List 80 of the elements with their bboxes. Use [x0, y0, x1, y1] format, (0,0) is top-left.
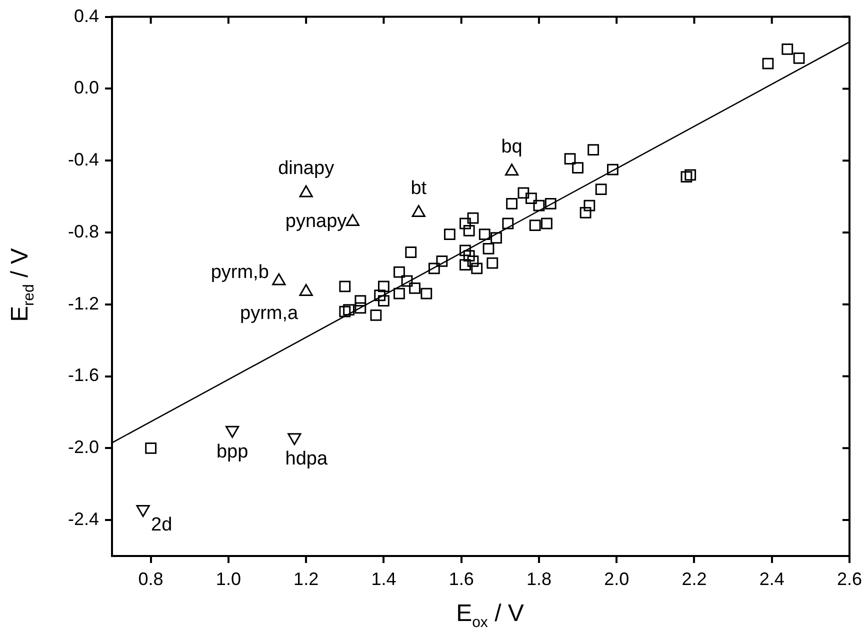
point — [463, 250, 475, 262]
point — [374, 290, 386, 302]
point — [378, 295, 390, 306]
x-axis-title: E$_{ox}$ / V — [455, 600, 525, 631]
x-tick-label: 0.8 — [138, 568, 164, 589]
annotation: bq — [501, 136, 522, 158]
point — [460, 259, 471, 271]
point — [544, 198, 556, 210]
point — [482, 242, 494, 254]
annotation: 2d — [151, 514, 172, 536]
point — [478, 228, 490, 240]
point — [529, 220, 541, 231]
point — [460, 218, 471, 230]
x-tick-label: 2.2 — [682, 568, 707, 589]
point — [463, 224, 475, 236]
y-tick-label: -2.4 — [68, 509, 99, 530]
point — [584, 200, 596, 212]
point — [533, 200, 545, 212]
y-tick-label: -1.6 — [68, 365, 99, 386]
annotation: pyrm,a — [240, 303, 298, 324]
point — [467, 256, 479, 267]
point — [526, 192, 537, 204]
point — [595, 184, 607, 196]
point — [354, 302, 366, 314]
y-tick-label: -0.4 — [68, 150, 99, 170]
x-tick-label: 2.4 — [759, 568, 784, 589]
point — [339, 280, 351, 292]
point — [588, 144, 600, 156]
point — [607, 164, 618, 176]
point — [394, 288, 405, 300]
point — [486, 257, 498, 269]
point — [518, 187, 530, 199]
x-tick-label: 1.6 — [448, 568, 474, 589]
point — [354, 295, 366, 306]
point — [680, 171, 692, 182]
point — [145, 442, 157, 454]
point — [420, 288, 432, 300]
annotation: hdpa — [285, 448, 328, 470]
point — [226, 426, 240, 438]
point — [370, 309, 382, 321]
point — [793, 52, 805, 64]
point — [405, 246, 417, 258]
point — [436, 256, 448, 267]
x-tick-label: 1.8 — [526, 568, 552, 589]
point — [541, 218, 552, 230]
annotation: bpp — [216, 441, 248, 462]
x-tick-label: 2.6 — [836, 568, 862, 589]
point — [580, 207, 592, 218]
x-tick-label: 2.0 — [604, 568, 630, 589]
point — [502, 218, 514, 230]
point — [394, 266, 405, 278]
y-tick-label: -0.8 — [68, 221, 99, 242]
point — [762, 58, 774, 70]
point — [378, 280, 390, 292]
y-tick-label: -2.0 — [68, 437, 99, 458]
point — [401, 275, 413, 287]
point — [409, 282, 420, 294]
annotation: pyrm,b — [210, 262, 269, 284]
x-tick-label: 1.0 — [216, 568, 241, 589]
x-tick-label: 1.4 — [371, 568, 396, 589]
point — [444, 228, 456, 240]
x-tick-label: 1.2 — [294, 568, 319, 589]
point — [460, 244, 471, 256]
annotation: dinapy — [278, 158, 335, 180]
y-tick-label: -1.2 — [68, 293, 99, 314]
annotation: pynapy — [285, 210, 348, 232]
point — [467, 212, 479, 224]
point — [339, 306, 351, 318]
point — [572, 162, 584, 174]
point — [782, 43, 794, 55]
point — [684, 169, 696, 181]
point — [490, 232, 502, 244]
point — [343, 304, 354, 316]
point — [564, 153, 576, 164]
y-tick-label: 0.4 — [74, 6, 99, 26]
point — [506, 198, 518, 210]
point — [471, 262, 483, 274]
point — [428, 262, 440, 274]
y-tick-label: 0.0 — [74, 78, 99, 98]
annotation: bt — [410, 178, 428, 199]
